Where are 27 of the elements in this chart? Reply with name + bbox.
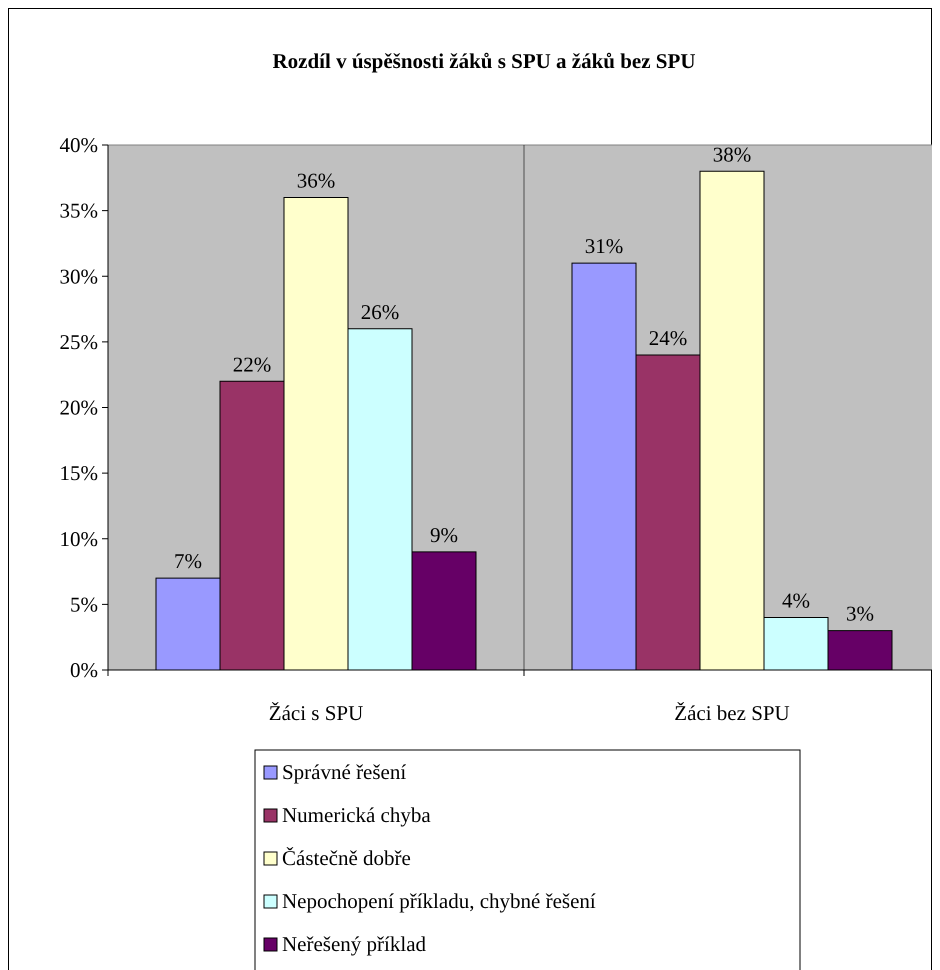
data-label: 36% <box>296 168 336 192</box>
chart-title: Rozdíl v úspěšnosti žáků s SPU a žáků bez SPU <box>272 49 696 73</box>
x-tick-label: Žáci bez SPU <box>674 701 790 725</box>
data-label: 7% <box>174 549 202 574</box>
legend-label: Numerická chyba <box>282 803 432 827</box>
y-tick-label: 25% <box>60 330 98 354</box>
y-tick-label: 30% <box>60 264 98 288</box>
y-tick-label: 0% <box>70 658 98 682</box>
data-label: 3% <box>846 602 874 626</box>
data-label: 9% <box>430 522 458 547</box>
legend-label: Nepochopení příkladu, chybné řešení <box>282 889 596 913</box>
legend-label: Částečně dobře <box>282 846 411 870</box>
y-tick-label: 10% <box>60 526 98 551</box>
y-tick-label: 20% <box>60 396 98 420</box>
legend-label: Správné řešení <box>282 760 406 784</box>
data-label: 31% <box>584 234 624 258</box>
y-tick-label: 40% <box>60 133 98 157</box>
data-label: 4% <box>782 588 810 612</box>
y-tick-label: 15% <box>60 461 98 486</box>
data-label: 24% <box>648 326 688 350</box>
data-label: 22% <box>232 352 272 376</box>
x-tick-label: Žáci s SPU <box>268 701 364 725</box>
y-tick-label: 5% <box>70 592 98 616</box>
legend-label: Neřešený příklad <box>282 932 427 956</box>
data-label: 26% <box>360 300 400 324</box>
data-label: 38% <box>712 142 752 166</box>
y-tick-label: 35% <box>60 198 98 223</box>
